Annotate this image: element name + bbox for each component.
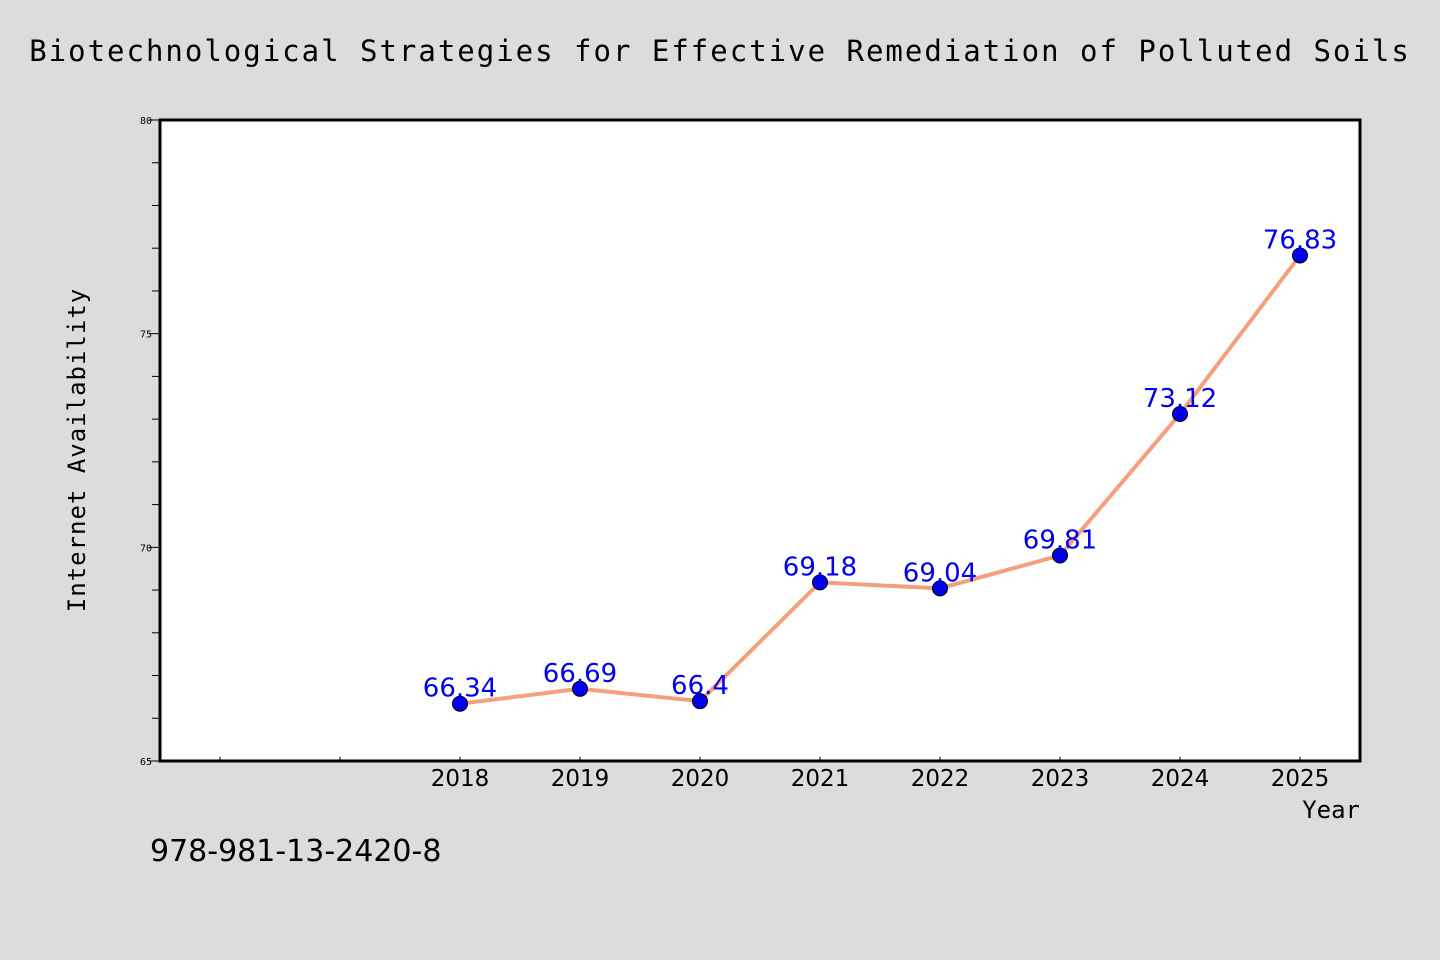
data-point — [932, 580, 948, 597]
y-tick-label: 70 — [140, 543, 152, 554]
x-tick-label: 2024 — [1151, 766, 1210, 792]
x-axis-label: Year — [1302, 796, 1360, 824]
data-point — [1172, 406, 1188, 423]
data-label: 69.18 — [783, 552, 857, 582]
data-point — [812, 574, 828, 591]
x-tick-label: 2025 — [1271, 766, 1330, 792]
data-label: 76.83 — [1263, 225, 1337, 255]
y-axis-label: Internet Availability — [63, 287, 91, 613]
data-labels: 66.34 66.69 66.4 69.18 69.04 69.81 73.12 76.83 — [423, 225, 1337, 703]
y-tick-label: 75 — [140, 330, 152, 341]
data-label: 66.69 — [543, 659, 617, 689]
data-point — [452, 695, 468, 712]
data-label: 69.04 — [903, 558, 977, 588]
data-label: 66.4 — [671, 671, 729, 701]
x-tick-label: 2020 — [671, 766, 730, 792]
y-axis: 65 70 75 80 — [140, 116, 159, 768]
x-tick-label: 2023 — [1031, 766, 1090, 792]
data-label: 66.34 — [423, 674, 497, 704]
data-point — [692, 693, 708, 710]
data-point — [1052, 547, 1068, 564]
x-tick-label: 2021 — [791, 766, 850, 792]
x-tick-label: 2019 — [551, 766, 610, 792]
chart-title: Biotechnological Strategies for Effectiv… — [29, 34, 1411, 68]
series-line-path — [459, 254, 1302, 706]
data-label: 73.12 — [1143, 384, 1217, 414]
series-line — [452, 247, 1308, 712]
data-point — [572, 680, 588, 697]
plot-area — [158, 118, 1362, 763]
y-tick-label: 65 — [140, 757, 152, 768]
y-tick-label: 80 — [140, 116, 152, 127]
x-tick-label: 2022 — [911, 766, 970, 792]
x-tick-label: 2018 — [431, 766, 490, 792]
data-point — [1292, 247, 1308, 264]
x-axis: 2018 2019 2020 2021 2022 2023 2024 2025 — [219, 757, 1330, 792]
isbn-text: 978-981-13-2420-8 — [150, 834, 442, 869]
data-label: 69.81 — [1023, 525, 1097, 555]
